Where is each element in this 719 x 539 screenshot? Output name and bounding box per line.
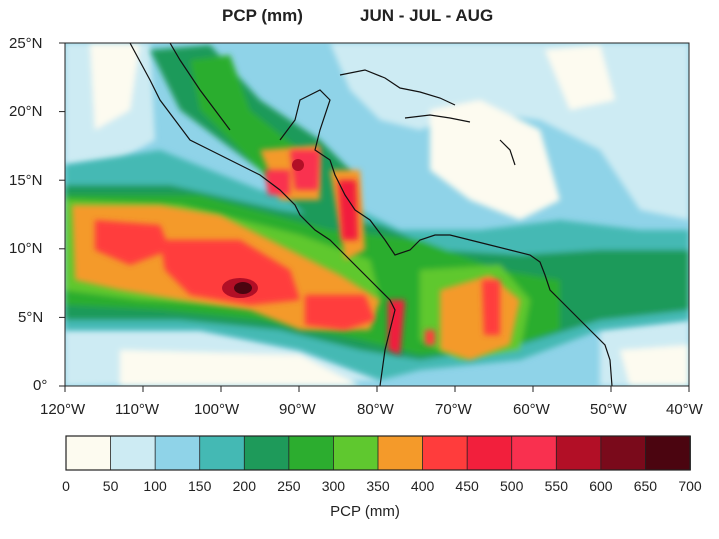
colorbar-swatch [377, 435, 424, 471]
lat-label-25n: 25°N [9, 35, 43, 52]
cb-label: 500 [500, 478, 524, 494]
cb-label: 550 [544, 478, 568, 494]
colorbar-swatch [645, 435, 691, 471]
colorbar-swatch [333, 435, 379, 471]
lon-label-50w: 50°W [590, 401, 627, 418]
lat-label-0: 0° [33, 377, 48, 394]
cb-label: 400 [410, 478, 435, 494]
precipitation-map: PCP (mm) JUN - JUL - AUG [9, 6, 703, 418]
colorbar-swatch [600, 435, 647, 471]
lon-label-110w: 110°W [115, 401, 160, 418]
cb-label: 700 [678, 478, 702, 494]
lat-label-5n: 5°N [18, 309, 44, 326]
lon-label-120w: 120°W [40, 401, 86, 418]
cb-label: 200 [232, 478, 256, 494]
lon-label-40w: 40°W [666, 401, 703, 418]
lon-label-70w: 70°W [435, 401, 472, 418]
lat-label-10n: 10°N [9, 240, 43, 257]
colorbar-swatch [243, 435, 290, 471]
cb-label: 650 [633, 478, 658, 494]
coastline [129, 43, 613, 386]
map-plot [59, 42, 690, 392]
cb-label: 600 [589, 478, 613, 494]
cb-label: 350 [366, 478, 390, 494]
cb-label: 150 [188, 478, 212, 494]
colorbar-swatch [422, 435, 469, 471]
lon-label-80w: 80°W [357, 401, 394, 418]
lon-label-90w: 90°W [279, 401, 316, 418]
cb-label: 50 [102, 478, 119, 494]
colorbar-title: PCP (mm) [330, 503, 400, 520]
colorbar-swatch [555, 435, 602, 471]
colorbar-swatch [154, 435, 201, 471]
lat-label-15n: 15°N [9, 172, 43, 189]
precip-fields [65, 43, 689, 386]
cb-label: 450 [455, 478, 479, 494]
cb-label: 250 [277, 478, 301, 494]
cb-label: 100 [143, 478, 167, 494]
colorbar-swatch [199, 435, 246, 471]
colorbar-swatch [288, 435, 335, 471]
colorbar-swatch [65, 435, 112, 471]
colorbar-swatch [466, 435, 513, 471]
season-title: JUN - JUL - AUG [360, 6, 494, 25]
colorbar [65, 435, 691, 471]
lat-label-20n: 20°N [9, 103, 43, 120]
variable-title: PCP (mm) [222, 6, 303, 25]
cb-label: 300 [321, 478, 346, 494]
cb-label: 0 [62, 478, 70, 494]
colorbar-swatch [110, 435, 157, 471]
colorbar-swatch [511, 435, 558, 471]
lon-label-60w: 60°W [513, 401, 550, 418]
lon-label-100w: 100°W [194, 401, 240, 418]
